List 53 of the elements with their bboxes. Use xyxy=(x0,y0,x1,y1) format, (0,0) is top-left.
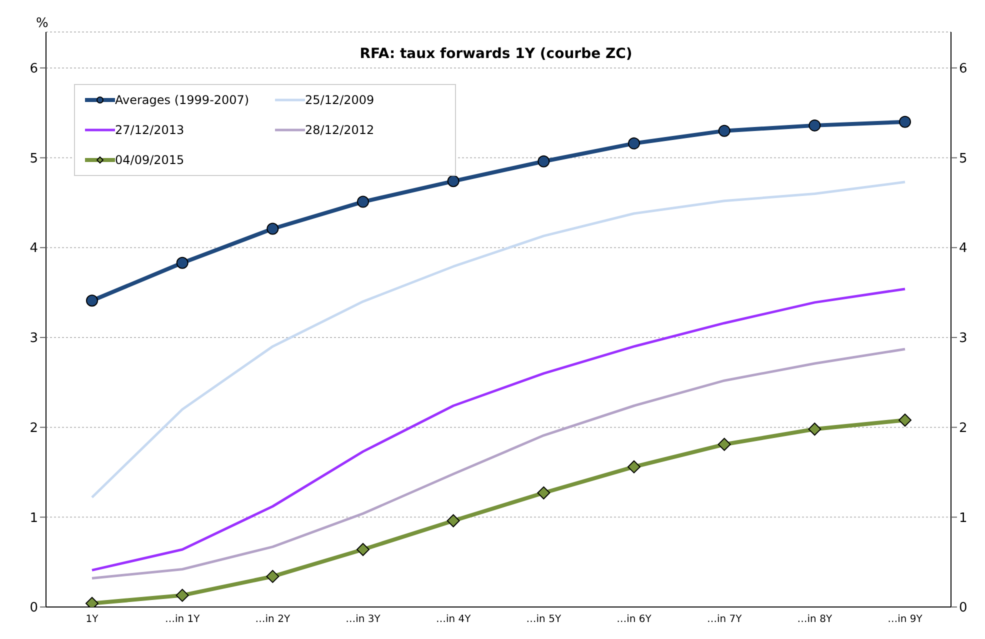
point xyxy=(447,175,460,188)
point xyxy=(266,222,279,235)
y-axis-title: % xyxy=(36,16,48,31)
legend-label: 04/09/2015 xyxy=(115,153,184,167)
y-tick-label: 5 xyxy=(30,151,38,166)
y-tick-label: 2 xyxy=(30,420,38,436)
y2-tick-label: 5 xyxy=(959,151,968,166)
point xyxy=(357,196,369,208)
x-tick-label: …in 1Y xyxy=(164,614,201,626)
x-tick-label: 1Y xyxy=(86,614,100,626)
x-tick-label: …in 8Y xyxy=(797,614,833,626)
y-tick-label: 1 xyxy=(30,510,38,526)
point xyxy=(628,137,640,150)
x-tick-label: …in 4Y xyxy=(436,614,472,626)
point xyxy=(718,438,731,451)
line-series xyxy=(90,348,906,580)
text: RFA: taux forwards 1Y (courbe ZC) xyxy=(358,46,634,62)
y-tick-label: 6 xyxy=(30,62,38,77)
y2-tick-label: 6 xyxy=(959,62,968,77)
y2-tick-label: 2 xyxy=(959,420,968,436)
point xyxy=(808,119,821,132)
point xyxy=(718,124,730,137)
legend-label: 28/12/2012 xyxy=(305,123,374,137)
point xyxy=(266,570,280,583)
point xyxy=(899,116,911,128)
point xyxy=(86,294,98,307)
legend-label: 25/12/2009 xyxy=(305,93,374,107)
point xyxy=(176,256,188,269)
x-tick-label: …in 6Y xyxy=(616,614,652,626)
legend-label: Averages (1999-2007) xyxy=(115,93,250,107)
x-tick-label: …in 5Y xyxy=(526,614,562,626)
y2-tick-label: 1 xyxy=(959,510,968,526)
legend-label: 27/12/2013 xyxy=(115,123,184,137)
point xyxy=(446,514,460,528)
line-series xyxy=(90,288,906,572)
point xyxy=(176,588,189,602)
y2-tick-label: 3 xyxy=(959,331,968,346)
point xyxy=(628,460,640,474)
point xyxy=(356,543,370,556)
x-tick-label: …in 3Y xyxy=(346,614,382,626)
x-tick-label: …in 7Y xyxy=(706,614,743,626)
y-tick-label: 3 xyxy=(30,331,38,346)
x-tick-label: …in 2Y xyxy=(255,614,291,626)
y-tick-label: 4 xyxy=(30,241,38,256)
point xyxy=(537,486,550,500)
line-series xyxy=(90,180,906,499)
point xyxy=(898,414,912,427)
x-tick-label: …in 9Y xyxy=(888,614,924,626)
y2-tick-label: 0 xyxy=(959,600,968,616)
y-tick-label: 0 xyxy=(30,600,38,616)
point xyxy=(808,422,822,436)
y2-tick-label: 4 xyxy=(959,241,968,256)
point xyxy=(538,155,550,168)
